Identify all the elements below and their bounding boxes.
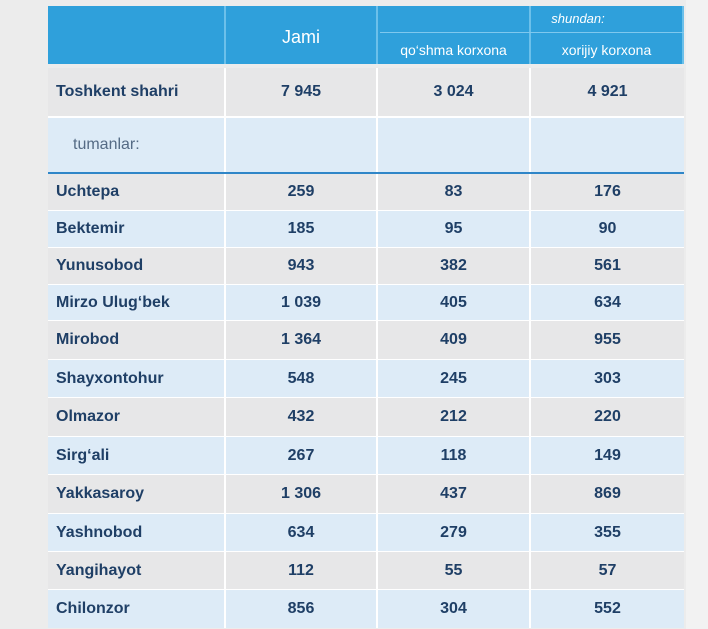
table-row: Uchtepa 259 83 176 xyxy=(48,174,684,210)
row-qoshma: 245 xyxy=(378,360,531,397)
subheader-empty xyxy=(378,118,531,172)
enterprises-table: Jami qo‘shma korxona xorijiy korxona shu… xyxy=(48,6,684,628)
row-name: Yakkasaroy xyxy=(48,475,226,513)
row-jami: 1 039 xyxy=(226,285,378,320)
row-xorijiy: 955 xyxy=(594,331,621,348)
row-jami: 185 xyxy=(226,211,378,247)
row-separator xyxy=(48,474,684,475)
row-qoshma: 3 024 xyxy=(378,68,531,116)
row-name: Yunusobod xyxy=(48,248,226,284)
row-qoshma: 405 xyxy=(378,285,531,320)
row-jami: 634 xyxy=(226,514,378,551)
row-name: Shayxontohur xyxy=(48,360,226,397)
header-jami: Jami xyxy=(226,6,378,64)
header-qoshma-korxona: qo‘shma korxona xyxy=(378,6,531,64)
row-jami: 1 306 xyxy=(226,475,378,513)
table-row-total: Toshkent shahri 7 945 3 024 4 921 xyxy=(48,68,684,116)
table-row: Yangihayot 112 55 57 xyxy=(48,552,684,589)
table-row: Chilonzor 856 304 552 xyxy=(48,590,684,628)
row-xorijiy: 176 xyxy=(594,183,621,200)
row-xorijiy: 220 xyxy=(594,408,621,425)
table-row: Mirzo Ulug‘bek 1 039 405 634 xyxy=(48,285,684,320)
table-row: Olmazor 432 212 220 xyxy=(48,398,684,436)
header-empty-cell xyxy=(48,6,226,64)
row-jami: 432 xyxy=(226,398,378,436)
subheader-divider xyxy=(48,172,684,174)
subheader-empty xyxy=(531,118,684,172)
row-qoshma: 382 xyxy=(378,248,531,284)
row-separator xyxy=(48,513,684,514)
row-xorijiy: 561 xyxy=(594,257,621,274)
row-xorijiy: 869 xyxy=(594,485,621,502)
row-qoshma: 304 xyxy=(378,590,531,628)
row-qoshma: 95 xyxy=(378,211,531,247)
row-name: Bektemir xyxy=(48,211,226,247)
table-header: Jami qo‘shma korxona xorijiy korxona shu… xyxy=(48,6,684,64)
row-qoshma: 118 xyxy=(378,437,531,474)
row-name: Olmazor xyxy=(48,398,226,436)
row-separator xyxy=(48,320,684,321)
row-xorijiy: 90 xyxy=(598,220,617,237)
row-name: Yashnobod xyxy=(48,514,226,551)
row-xorijiy: 634 xyxy=(594,293,621,311)
row-jami: 943 xyxy=(226,248,378,284)
row-jami: 7 945 xyxy=(226,68,378,116)
table-row: Shayxontohur 548 245 303 xyxy=(48,360,684,397)
row-xorijiy: 552 xyxy=(594,600,621,617)
subheader-empty xyxy=(226,118,378,172)
row-separator xyxy=(48,436,684,437)
row-xorijiy: 4 921 xyxy=(587,83,628,100)
table-row: Mirobod 1 364 409 955 xyxy=(48,321,684,359)
subheader-label: tumanlar: xyxy=(48,118,226,172)
row-name: Mirobod xyxy=(48,321,226,359)
header-xorijiy-korxona: xorijiy korxona xyxy=(531,6,684,64)
header-shundan: shundan: xyxy=(551,11,605,26)
row-qoshma: 55 xyxy=(378,552,531,589)
row-name: Sirg‘ali xyxy=(48,437,226,474)
table-row: Yunusobod 943 382 561 xyxy=(48,248,684,284)
row-xorijiy: 57 xyxy=(598,561,617,579)
page-margin xyxy=(686,0,708,629)
row-separator xyxy=(48,589,684,590)
row-jami: 267 xyxy=(226,437,378,474)
row-xorijiy: 303 xyxy=(594,369,621,387)
table-row: Sirg‘ali 267 118 149 xyxy=(48,437,684,474)
row-xorijiy: 355 xyxy=(594,523,621,541)
row-separator xyxy=(48,284,684,285)
row-qoshma: 279 xyxy=(378,514,531,551)
row-separator xyxy=(48,210,684,211)
row-name: Toshkent shahri xyxy=(48,68,226,116)
header-divider xyxy=(380,32,684,33)
row-jami: 548 xyxy=(226,360,378,397)
row-qoshma: 83 xyxy=(378,174,531,210)
row-name: Yangihayot xyxy=(48,552,226,589)
row-separator xyxy=(48,247,684,248)
table-row: Yashnobod 634 279 355 xyxy=(48,514,684,551)
row-jami: 112 xyxy=(226,552,378,589)
table-row: Bektemir 185 95 90 xyxy=(48,211,684,247)
row-xorijiy: 149 xyxy=(594,446,621,464)
row-name: Chilonzor xyxy=(48,590,226,628)
row-qoshma: 437 xyxy=(378,475,531,513)
table-body: Uchtepa 259 83 176 Bektemir 185 95 90 Yunusobod 9… xyxy=(48,174,684,628)
row-jami: 856 xyxy=(226,590,378,628)
row-jami: 1 364 xyxy=(226,321,378,359)
table-row-subheader: tumanlar: xyxy=(48,118,684,172)
row-qoshma: 409 xyxy=(378,321,531,359)
row-separator xyxy=(48,359,684,360)
row-name: Mirzo Ulug‘bek xyxy=(48,285,226,320)
row-separator xyxy=(48,397,684,398)
row-name: Uchtepa xyxy=(48,174,226,210)
row-jami: 259 xyxy=(226,174,378,210)
row-separator xyxy=(48,116,684,118)
row-qoshma: 212 xyxy=(378,398,531,436)
row-separator xyxy=(48,551,684,552)
table-row: Yakkasaroy 1 306 437 869 xyxy=(48,475,684,513)
